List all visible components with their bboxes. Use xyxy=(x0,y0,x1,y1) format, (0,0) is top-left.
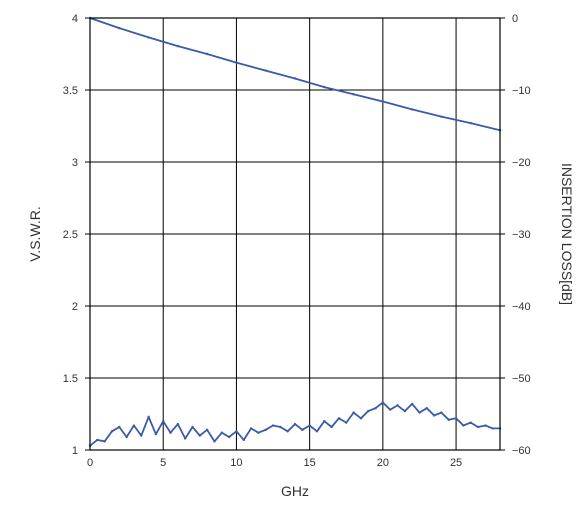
tick-labels: 0 5 10 15 20 25 1 1.5 2 2.5 3 3.5 4 −60 −50 −40 −30 −20 −1… xyxy=(63,13,531,469)
x-tick-label: 15 xyxy=(304,457,316,469)
vswr-point xyxy=(227,435,231,439)
insertion-loss-point xyxy=(118,26,121,30)
vswr-point xyxy=(176,422,180,426)
insertion-loss-point xyxy=(264,69,267,72)
vswr-point xyxy=(432,414,436,417)
insertion-loss-point xyxy=(440,115,443,118)
vswr-point xyxy=(162,420,165,423)
y-right-tick-label: −50 xyxy=(512,373,531,385)
vswr-point xyxy=(388,408,392,411)
insertion-loss-point xyxy=(205,52,209,56)
vswr-point xyxy=(315,430,319,433)
vswr-point xyxy=(374,407,377,410)
vswr-point xyxy=(491,427,494,430)
vswr-point xyxy=(301,428,304,432)
vswr-point xyxy=(264,428,267,432)
vswr-point xyxy=(410,402,414,406)
vswr-point xyxy=(271,424,275,427)
vswr-point xyxy=(425,407,428,410)
vswr-point xyxy=(242,438,245,442)
x-tick-label: 0 xyxy=(87,457,93,469)
x-axis-title: GHz xyxy=(281,483,309,499)
vswr-point xyxy=(447,418,450,421)
y-left-tick-label: 2 xyxy=(72,301,78,313)
vswr-point xyxy=(381,401,385,404)
y-right-tick-label: −20 xyxy=(512,157,531,169)
vswr-point xyxy=(96,438,99,442)
y-right-tick-label: 0 xyxy=(512,13,518,25)
vswr-point xyxy=(235,430,238,433)
vswr-point xyxy=(418,411,421,414)
vswr-point xyxy=(345,421,348,424)
vswr-point xyxy=(469,421,472,424)
vswr-point xyxy=(183,437,187,440)
vswr-point xyxy=(396,404,399,407)
insertion-loss-point xyxy=(176,44,180,48)
vswr-point xyxy=(110,430,114,433)
vswr-point xyxy=(132,424,136,427)
vswr-point xyxy=(293,422,297,426)
insertion-loss-point xyxy=(469,121,472,125)
insertion-loss-point xyxy=(235,61,238,64)
vswr-point xyxy=(440,411,443,414)
vswr-point xyxy=(198,434,202,437)
vswr-point xyxy=(125,435,128,439)
vswr-point xyxy=(476,425,480,429)
vswr-point xyxy=(205,428,209,432)
vswr-point xyxy=(191,425,194,429)
insertion-loss-point xyxy=(352,93,355,96)
vswr-point xyxy=(403,409,407,413)
insertion-loss-point xyxy=(293,77,297,80)
y-left-tick-label: 2.5 xyxy=(63,229,78,241)
vswr-point xyxy=(323,420,326,423)
plot-frame xyxy=(89,17,501,451)
vswr-point xyxy=(484,424,487,427)
y-left-tick-label: 3 xyxy=(72,157,78,169)
vswr-point xyxy=(286,430,289,433)
insertion-loss-point xyxy=(147,36,150,39)
vswr-point xyxy=(169,431,172,434)
y-right-tick-label: −30 xyxy=(512,229,531,241)
x-tick-label: 5 xyxy=(160,457,166,469)
y-right-tick-label: −10 xyxy=(512,85,531,97)
y-right-tick-label: −40 xyxy=(512,301,531,313)
x-tick-label: 10 xyxy=(230,457,242,469)
x-tick-label: 20 xyxy=(377,457,389,469)
vswr-point xyxy=(337,417,341,420)
y-left-tick-label: 1.5 xyxy=(63,373,78,385)
insertion-loss-point xyxy=(410,108,414,111)
x-tick-label: 25 xyxy=(450,457,462,469)
y-left-tick-label: 4 xyxy=(72,13,78,25)
vswr-point xyxy=(367,409,370,413)
vswr-point xyxy=(279,425,282,429)
y-axis-right-title: INSERTION LOSS[dB] xyxy=(559,163,575,305)
y-left-tick-label: 1 xyxy=(72,445,78,457)
vswr-point xyxy=(103,440,106,443)
y-left-tick-label: 3.5 xyxy=(63,85,78,97)
vswr-point xyxy=(249,427,253,430)
y-axis-left-title: V.S.W.R. xyxy=(27,206,43,262)
vswr-point xyxy=(147,415,150,419)
vswr-point xyxy=(330,425,333,429)
vswr-point xyxy=(352,411,355,414)
vswr-point xyxy=(220,431,223,434)
vswr-point xyxy=(462,424,465,427)
vswr-point xyxy=(308,424,311,427)
vswr-point xyxy=(213,440,216,443)
vswr-point xyxy=(154,432,158,436)
vswr-point xyxy=(454,417,458,420)
vswr-point xyxy=(140,434,143,437)
insertion-loss-point xyxy=(323,85,326,89)
vswr-point xyxy=(257,431,260,434)
y-right-tick-label: −60 xyxy=(512,445,531,457)
vswr-point xyxy=(118,425,121,429)
vswr-point xyxy=(359,417,363,420)
insertion-loss-point xyxy=(381,100,385,103)
